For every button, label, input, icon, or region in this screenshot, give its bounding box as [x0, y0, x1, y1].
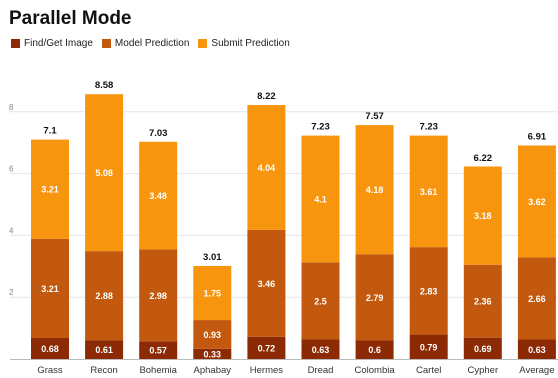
data-label-model-prediction-cartel: 2.83	[420, 286, 438, 296]
data-label-model-prediction-dread: 2.5	[314, 296, 327, 306]
data-label-submit-prediction-bohemia: 3.48	[149, 191, 167, 201]
bar-find-get-image-colombia	[355, 340, 394, 359]
data-label-find-get-image-recon: 0.61	[95, 345, 113, 355]
total-label-aphabay: 3.01	[203, 252, 222, 263]
total-label-recon: 8.58	[95, 80, 114, 91]
data-label-find-get-image-average: 0.63	[528, 345, 546, 355]
bar-find-get-image-average	[517, 339, 556, 359]
data-label-find-get-image-cypher: 0.69	[474, 344, 492, 354]
data-label-submit-prediction-dread: 4.1	[314, 194, 327, 204]
legend-item-submit-prediction: Submit Prediction	[198, 38, 290, 49]
bar-submit-prediction-hermes	[247, 105, 286, 230]
x-tick-label-cartel: Cartel	[416, 365, 441, 376]
data-label-model-prediction-average: 2.66	[528, 294, 546, 304]
x-tick-label-recon: Recon	[90, 365, 117, 376]
data-label-find-get-image-colombia: 0.6	[368, 345, 381, 355]
bar-model-prediction-dread	[301, 262, 340, 340]
data-label-submit-prediction-average: 3.62	[528, 197, 546, 207]
bar-submit-prediction-bohemia	[139, 141, 178, 250]
bar-submit-prediction-dread	[301, 135, 340, 263]
bar-model-prediction-cartel	[409, 247, 448, 335]
total-label-dread: 7.23	[311, 122, 330, 133]
bar-model-prediction-bohemia	[139, 249, 178, 342]
x-tick-label-hermes: Hermes	[250, 365, 284, 376]
data-label-submit-prediction-hermes: 4.04	[258, 163, 276, 173]
data-label-find-get-image-hermes: 0.72	[258, 343, 276, 353]
y-tick-label-6: 6	[9, 165, 14, 174]
bar-submit-prediction-grass	[31, 139, 69, 239]
bar-find-get-image-cypher	[463, 337, 502, 359]
bar-submit-prediction-cypher	[463, 166, 502, 265]
chart-legend: Find/Get Image Model Prediction Submit P…	[11, 38, 299, 49]
bar-find-get-image-aphabay	[193, 348, 232, 359]
x-tick-label-aphabay: Aphabay	[194, 365, 232, 376]
y-tick-label-2: 2	[9, 288, 14, 297]
data-label-model-prediction-aphabay: 0.93	[204, 330, 222, 340]
data-label-model-prediction-grass: 3.21	[41, 284, 59, 294]
x-tick-label-dread: Dread	[308, 365, 334, 376]
total-label-colombia: 7.57	[365, 111, 384, 122]
bar-model-prediction-cypher	[463, 264, 502, 338]
bar-submit-prediction-average	[517, 145, 556, 258]
total-label-cypher: 6.22	[474, 153, 493, 164]
bar-model-prediction-average	[517, 257, 556, 340]
y-tick-label-4: 4	[9, 226, 14, 235]
bar-model-prediction-colombia	[355, 254, 394, 341]
data-label-submit-prediction-cartel: 3.61	[420, 187, 438, 197]
legend-swatch-submit-prediction	[198, 39, 208, 48]
x-tick-label-colombia: Colombia	[355, 365, 396, 376]
total-label-bohemia: 7.03	[149, 128, 168, 139]
bar-find-get-image-grass	[31, 337, 69, 359]
data-label-submit-prediction-colombia: 4.18	[366, 185, 384, 195]
bar-find-get-image-hermes	[247, 336, 286, 359]
y-tick-label-8: 8	[9, 103, 14, 112]
total-label-cartel: 7.23	[419, 122, 438, 133]
bar-find-get-image-dread	[301, 339, 340, 359]
chart-title: Parallel Mode	[9, 8, 132, 29]
x-tick-label-average: Average	[519, 365, 554, 376]
bar-find-get-image-bohemia	[139, 341, 178, 359]
data-label-find-get-image-aphabay: 0.33	[204, 349, 222, 359]
bar-submit-prediction-aphabay	[193, 265, 232, 321]
data-label-submit-prediction-recon: 5.08	[95, 168, 113, 178]
legend-label-model-prediction: Model Prediction	[114, 38, 190, 49]
total-label-grass: 7.1	[43, 126, 57, 137]
data-label-model-prediction-recon: 2.88	[95, 291, 113, 301]
legend-swatch-find-get-image	[11, 39, 20, 48]
data-label-model-prediction-hermes: 3.46	[258, 279, 276, 289]
bar-submit-prediction-cartel	[409, 135, 448, 248]
bar-model-prediction-aphabay	[193, 320, 232, 349]
bar-find-get-image-cartel	[409, 334, 448, 359]
data-label-model-prediction-colombia: 2.79	[366, 293, 384, 303]
total-label-hermes: 8.22	[257, 91, 276, 102]
legend-item-find-get-image: Find/Get Image	[11, 38, 93, 49]
data-label-submit-prediction-cypher: 3.18	[474, 211, 492, 221]
bar-find-get-image-recon	[85, 340, 124, 359]
legend-label-find-get-image: Find/Get Image	[24, 38, 93, 49]
bar-submit-prediction-colombia	[355, 125, 394, 255]
total-label-average: 6.91	[528, 131, 547, 142]
bar-model-prediction-grass	[31, 238, 69, 338]
data-label-model-prediction-cypher: 2.36	[474, 297, 492, 307]
data-label-find-get-image-grass: 0.68	[41, 344, 59, 354]
legend-label-submit-prediction: Submit Prediction	[211, 38, 290, 49]
data-label-submit-prediction-aphabay: 1.75	[204, 289, 222, 299]
x-tick-label-cypher: Cypher	[467, 365, 498, 376]
legend-swatch-model-prediction	[101, 39, 111, 48]
bar-model-prediction-hermes	[247, 229, 286, 337]
x-tick-label-grass: Grass	[37, 365, 63, 376]
bar-submit-prediction-recon	[85, 94, 124, 252]
data-label-find-get-image-cartel: 0.79	[420, 342, 438, 352]
data-label-model-prediction-bohemia: 2.98	[149, 291, 167, 301]
x-tick-label-bohemia: Bohemia	[139, 365, 177, 376]
data-label-find-get-image-bohemia: 0.57	[149, 346, 167, 356]
data-label-submit-prediction-grass: 3.21	[41, 185, 59, 195]
legend-item-model-prediction: Model Prediction	[101, 38, 190, 49]
data-label-find-get-image-dread: 0.63	[312, 345, 330, 355]
bar-model-prediction-recon	[85, 251, 124, 341]
